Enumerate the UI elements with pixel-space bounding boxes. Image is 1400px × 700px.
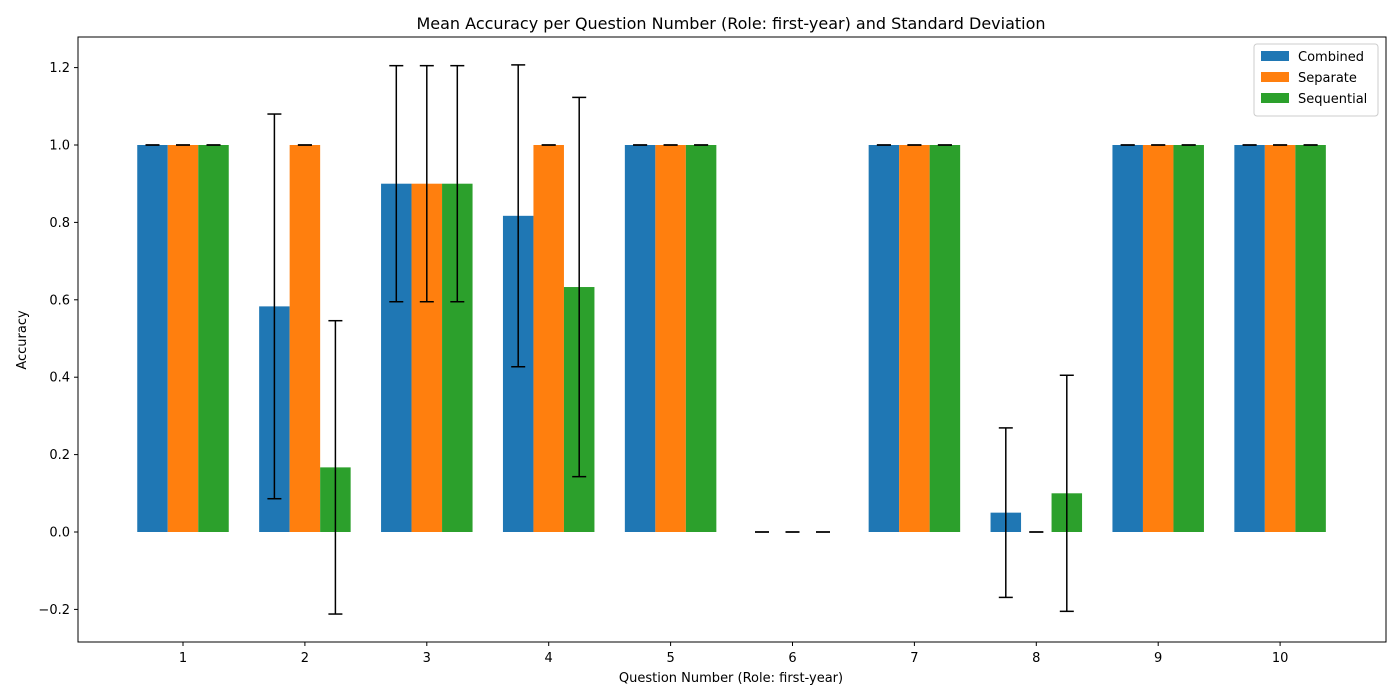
legend-label-combined: Combined [1298,50,1364,65]
legend-label-separate: Separate [1298,71,1357,86]
y-tick-label: 0.8 [49,216,70,231]
bar-combined-q7 [868,145,900,532]
y-axis: −0.2 0.0 0.2 0.4 0.6 0.8 1.0 1.2 [38,61,78,618]
bar-separate-q4 [533,145,564,532]
x-tick-label: 8 [1032,651,1040,666]
plot-area-frame [77,36,1387,643]
x-tick-label: 4 [545,651,553,666]
y-tick-label: 0.2 [49,448,70,463]
bar-combined-q9 [1112,145,1143,532]
error-bar-combined-q4 [511,64,526,368]
bar-combined-q1 [137,145,168,532]
bar-separate-q1 [167,145,199,532]
x-axis-label: Question Number (Role: first-year) [619,671,843,686]
error-bar-combined-q8 [998,427,1013,599]
bar-sequential-q9 [1173,145,1204,532]
bar-sequential-q7 [929,145,961,532]
x-tick-label: 10 [1272,651,1289,666]
bar-separate-q5 [655,145,686,532]
x-tick-label: 2 [301,651,309,666]
error-bar-sequential-q3 [450,64,465,303]
bar-separate-q2 [289,145,321,532]
y-tick-label: 1.2 [49,61,70,76]
legend-swatch-separate [1261,72,1289,82]
error-bar-combined-q2 [267,113,282,500]
x-tick-label: 3 [423,651,431,666]
error-bar-sequential-q2 [328,319,343,615]
x-axis: 1 2 3 4 5 6 7 8 9 10 [179,642,1289,666]
error-bar-sequential-q8 [1059,374,1074,613]
error-bar-combined-q3 [389,64,404,303]
error-bars-layer [145,64,1318,615]
y-tick-label: 0.4 [49,371,70,386]
y-tick-label: 0.0 [49,526,70,541]
error-bar-sequential-q4 [572,96,587,478]
legend-label-sequential: Sequential [1298,92,1367,107]
x-tick-label: 7 [910,651,918,666]
x-tick-label: 9 [1154,651,1162,666]
bar-sequential-q10 [1295,145,1326,532]
bar-sequential-q1 [198,145,229,532]
chart-title: Mean Accuracy per Question Number (Role:… [416,14,1045,33]
bar-separate-q9 [1142,145,1174,532]
legend-swatch-sequential [1261,93,1289,103]
x-tick-label: 1 [179,651,187,666]
bar-sequential-q5 [685,145,717,532]
y-tick-label: 1.0 [49,139,70,154]
y-axis-label: Accuracy [15,310,30,370]
x-tick-label: 5 [666,651,674,666]
legend: Combined Separate Sequential [1253,43,1379,117]
legend-swatch-combined [1261,51,1289,61]
bar-separate-q10 [1264,145,1296,532]
x-tick-label: 6 [788,651,796,666]
y-tick-label: 0.6 [49,293,70,308]
bar-combined-q10 [1234,145,1265,532]
bar-combined-q5 [624,145,656,532]
error-bar-separate-q3 [419,64,434,303]
bar-separate-q7 [899,145,930,532]
y-tick-label: −0.2 [38,603,70,618]
bars-layer [137,145,1326,533]
